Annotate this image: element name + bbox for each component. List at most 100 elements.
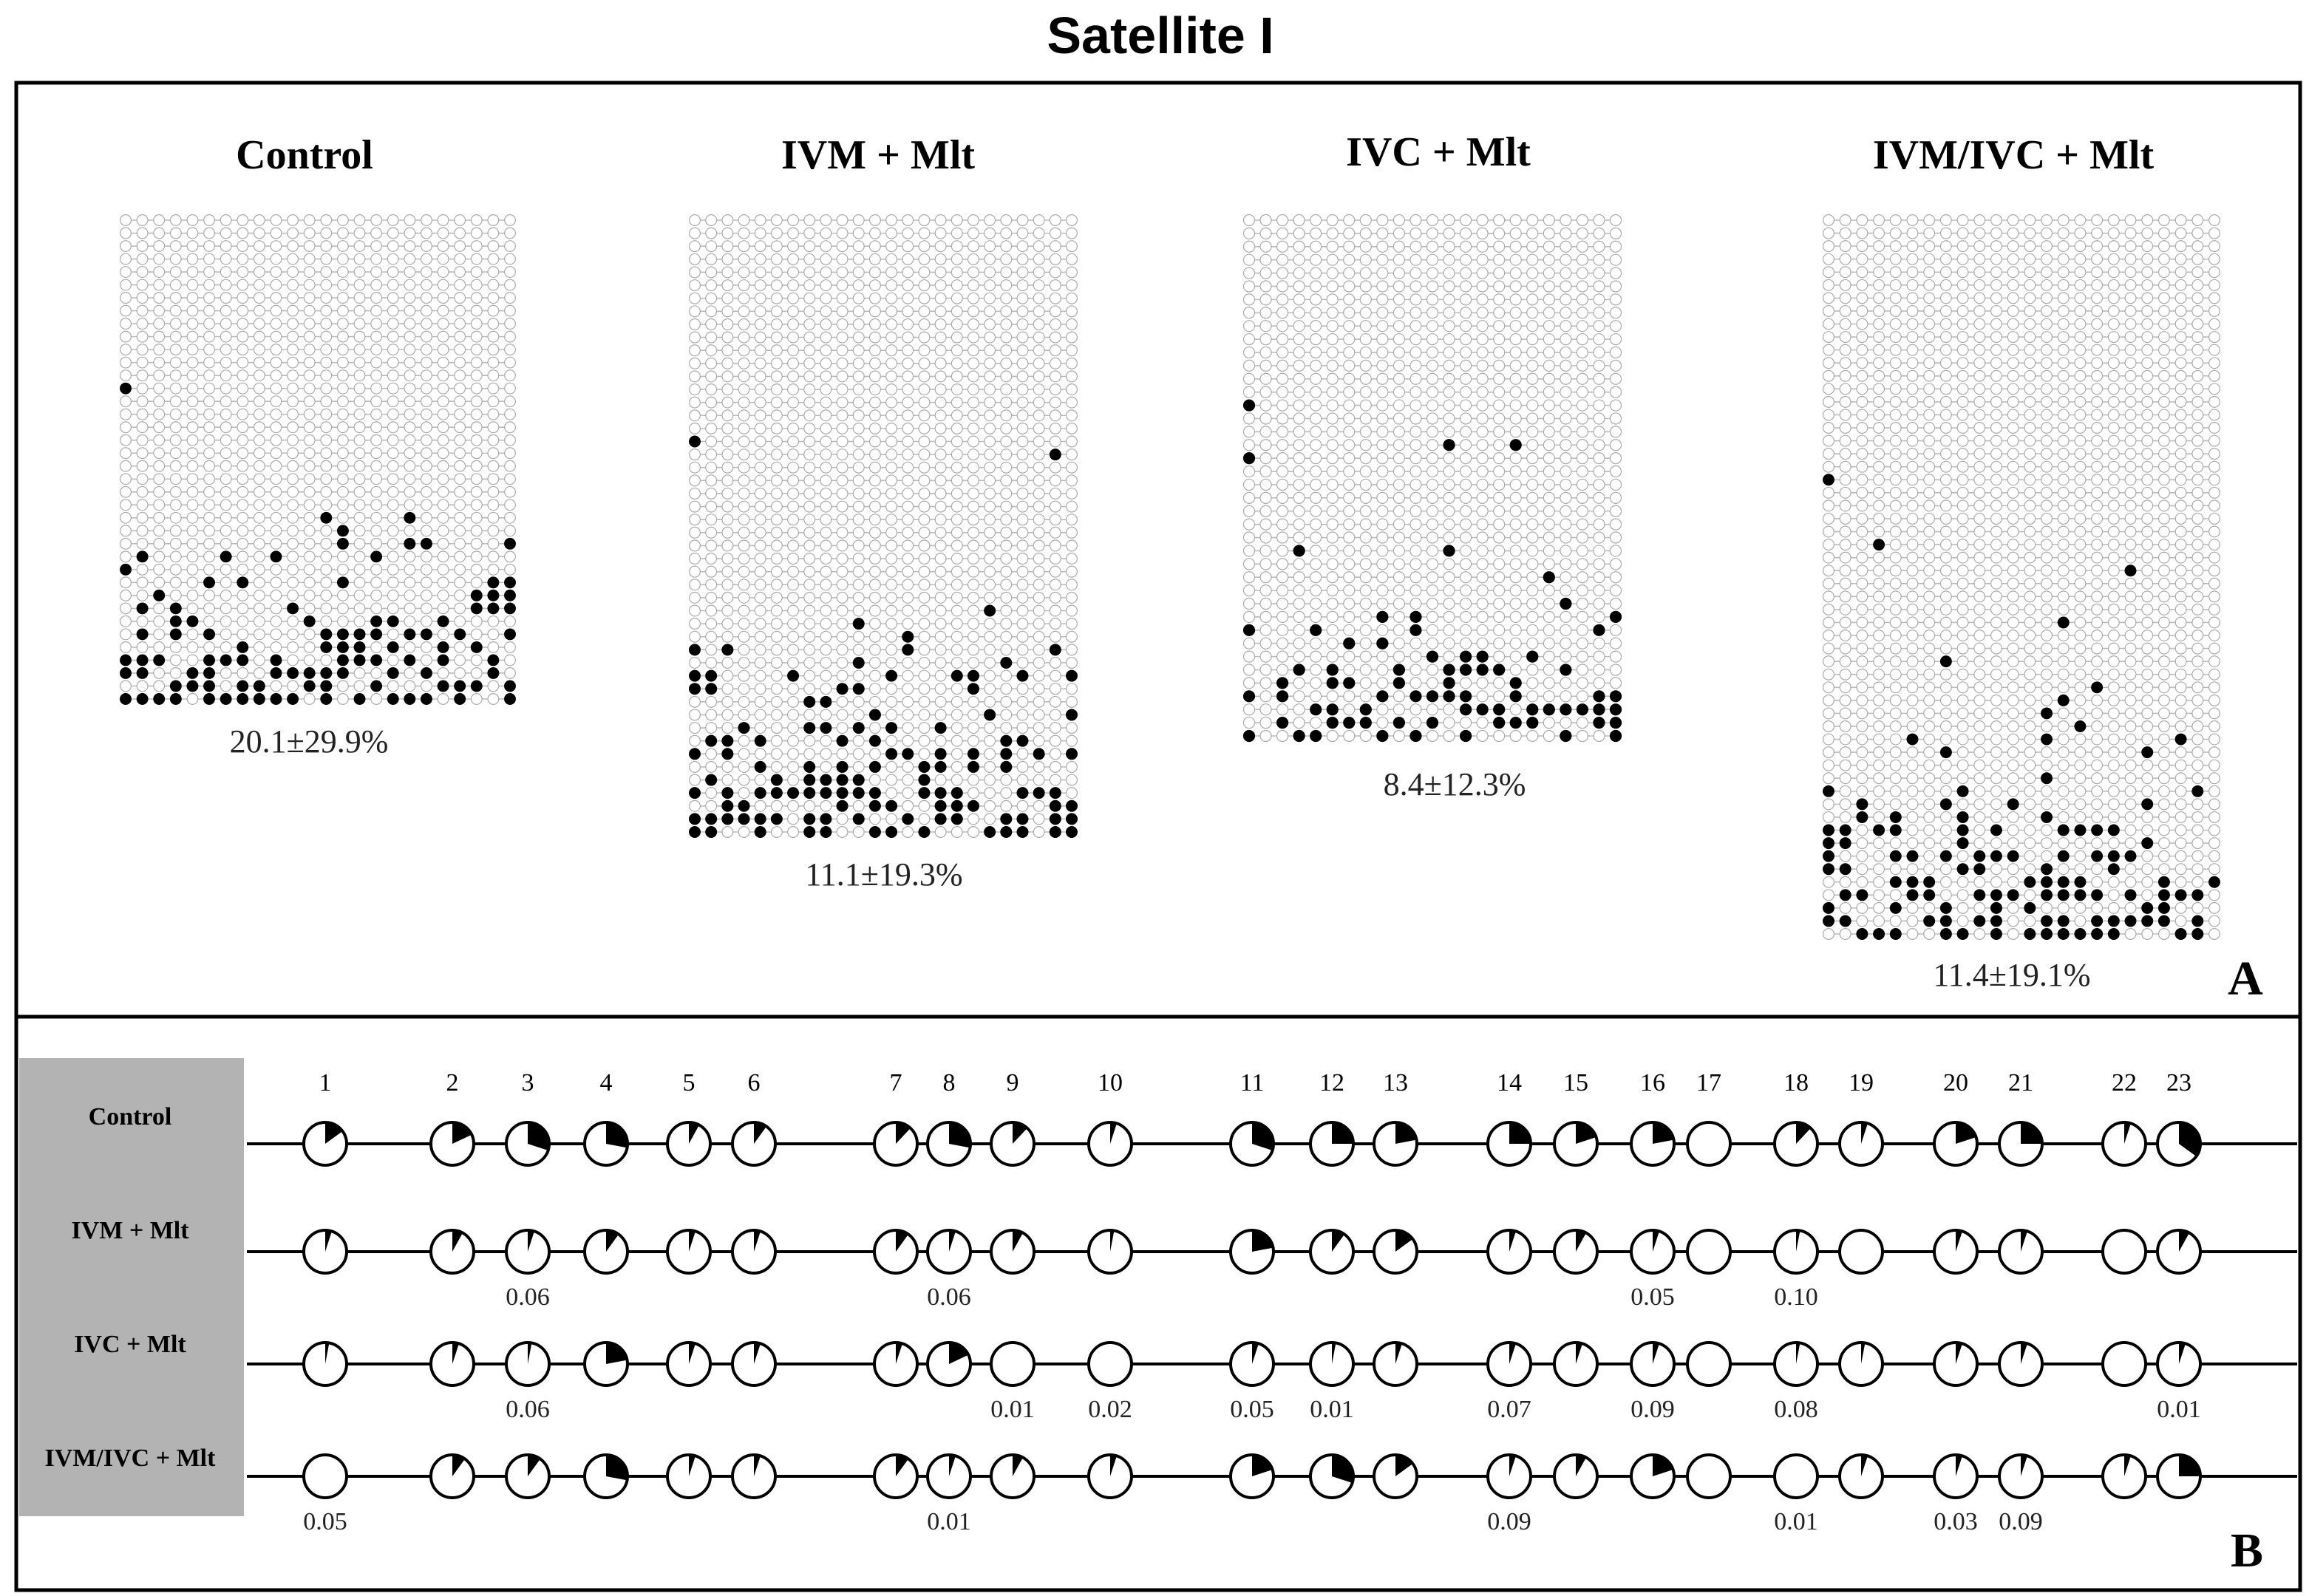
unmethylated-cpg [1906,227,1919,239]
unmethylated-cpg [1839,720,1851,732]
unmethylated-cpg [2007,863,2019,876]
unmethylated-cpg [2124,266,2137,279]
unmethylated-cpg [1409,280,1422,293]
unmethylated-cpg [868,630,881,643]
unmethylated-cpg [1359,240,1372,253]
methylated-cpg [1839,837,1851,850]
methylated-cpg [2141,915,2154,927]
unmethylated-cpg [934,214,947,226]
unmethylated-cpg [2124,395,2137,408]
unmethylated-cpg [803,656,816,669]
unmethylated-cpg [1923,863,1936,876]
unmethylated-cpg [1990,460,2002,473]
unmethylated-cpg [1939,720,1952,732]
unmethylated-cpg [504,485,516,498]
unmethylated-cpg [721,760,734,773]
unmethylated-cpg [353,240,366,252]
unmethylated-cpg [868,435,881,448]
unmethylated-cpg [1376,584,1389,597]
unmethylated-cpg [1956,409,1969,421]
unmethylated-cpg [2057,292,2070,304]
unmethylated-cpg [2107,448,2120,460]
unmethylated-cpg [1343,280,1356,293]
unmethylated-cpg [1593,214,1605,227]
unmethylated-cpg [1392,214,1406,227]
unmethylated-cpg [1066,357,1078,369]
unmethylated-cpg [1376,624,1389,636]
unmethylated-cpg [1526,307,1539,319]
unmethylated-cpg [203,369,215,382]
unmethylated-cpg [186,641,199,653]
unmethylated-cpg [1509,610,1522,624]
unmethylated-cpg [1242,531,1256,544]
unmethylated-cpg [2124,746,2137,759]
unmethylated-cpg [287,266,299,279]
methylated-cpg [387,667,399,679]
unmethylated-cpg [136,525,149,537]
unmethylated-cpg [738,565,750,578]
unmethylated-cpg [1923,318,1936,330]
methylated-cpg [951,787,963,799]
unmethylated-cpg [1560,346,1572,359]
unmethylated-cpg [1973,577,1986,590]
methylation-wedge [1956,1343,1962,1364]
methylated-cpg [220,693,232,705]
unmethylated-cpg [721,487,734,499]
methylated-cpg [1443,690,1455,703]
unmethylated-cpg [1343,571,1356,584]
unmethylated-cpg [336,408,349,420]
unmethylated-cpg [2007,733,2019,746]
unmethylated-cpg [1823,720,1834,732]
unmethylated-cpg [1392,426,1406,438]
methylated-cpg [1839,889,1851,901]
unmethylated-cpg [303,525,316,537]
unmethylated-cpg [1392,571,1406,584]
unmethylated-cpg [153,485,166,498]
unmethylated-cpg [421,356,432,369]
unmethylated-cpg [220,356,232,369]
unmethylated-cpg [2057,798,2070,811]
unmethylated-cpg [852,630,865,643]
methylation-wedge [1332,1122,1353,1144]
unmethylated-cpg [470,615,483,627]
unmethylated-cpg [186,227,199,239]
unmethylated-cpg [1609,293,1622,306]
unmethylated-cpg [320,447,333,460]
unmethylated-cpg [437,434,449,446]
unmethylated-cpg [1000,579,1013,591]
unmethylated-cpg [1033,591,1045,604]
unmethylated-cpg [689,214,701,226]
unmethylated-cpg [1443,716,1455,729]
unmethylated-cpg [1839,928,1851,940]
unmethylated-cpg [169,537,182,550]
unmethylated-cpg [454,266,466,279]
unmethylated-cpg [1873,240,1885,253]
unmethylated-cpg [437,382,449,395]
unmethylated-cpg [1560,399,1572,412]
unmethylated-cpg [1000,253,1013,265]
unmethylated-cpg [1000,409,1013,422]
unmethylated-cpg [1560,359,1572,372]
unmethylated-cpg [1326,571,1339,584]
unmethylated-cpg [2074,798,2087,811]
unmethylated-cpg [902,774,914,786]
unmethylated-cpg [2057,603,2070,615]
unmethylated-cpg [2107,876,2120,888]
unmethylated-cpg [868,618,881,630]
unmethylated-cpg [153,214,166,226]
unmethylated-cpg [984,279,996,292]
unmethylated-cpg [1526,426,1539,438]
unmethylated-cpg [721,396,734,409]
unmethylated-cpg [2124,551,2137,564]
unmethylated-cpg [2124,928,2137,940]
unmethylated-cpg [868,305,881,318]
unmethylated-cpg [2074,565,2087,577]
unmethylated-cpg [370,537,383,550]
methylated-cpg [504,628,516,641]
unmethylated-cpg [2157,746,2170,759]
unmethylated-cpg [918,591,931,604]
methylation-wedge [2021,1122,2042,1144]
unmethylated-cpg [1923,460,1936,473]
unmethylated-cpg [1560,452,1572,465]
unmethylated-cpg [1409,240,1422,253]
